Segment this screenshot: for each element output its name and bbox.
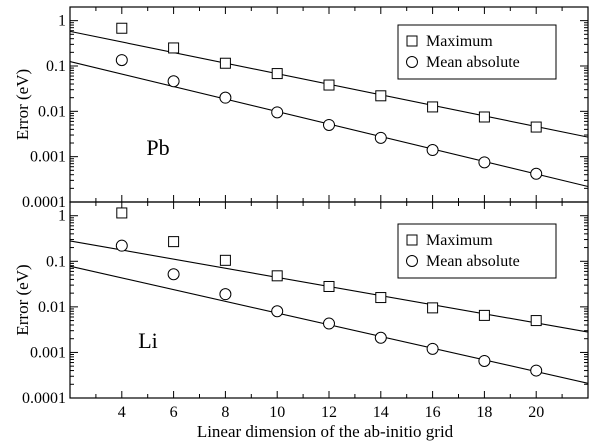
y-tick-label: 0.0001 — [22, 390, 66, 407]
legend-label-mean-absolute: Mean absolute — [426, 253, 520, 270]
maximum-point — [375, 292, 387, 304]
legend-label-maximum: Maximum — [426, 33, 493, 50]
maximum-point — [168, 42, 180, 54]
y-tick-label: 0.001 — [30, 149, 66, 166]
x-tick-label: 6 — [170, 404, 178, 421]
maximum-point — [323, 79, 335, 91]
maximum-point — [427, 101, 439, 113]
mean-absolute-point — [219, 91, 232, 104]
panel-label: Pb — [146, 135, 169, 160]
maximum-point — [271, 270, 283, 282]
mean-absolute-point — [115, 239, 128, 252]
x-tick-label: 12 — [321, 404, 337, 421]
mean-absolute-point — [271, 305, 284, 318]
legend-label-mean-absolute: Mean absolute — [426, 54, 520, 71]
x-tick-label: 4 — [118, 404, 126, 421]
legend-label-maximum: Maximum — [426, 232, 493, 249]
y-tick-label: 0.01 — [38, 103, 66, 120]
maximum-point — [116, 207, 128, 219]
mean-absolute-point — [374, 331, 387, 344]
mean-absolute-point — [530, 364, 543, 377]
legend: Maximum Mean absolute — [397, 24, 557, 80]
panel-pb: 0.0001 0.001 0.01 0.1 1 Error (eV) Pb Maximum Me… — [13, 6, 589, 211]
legend-box — [397, 223, 557, 279]
legend-box — [397, 24, 557, 80]
mean-absolute-point — [167, 75, 180, 88]
y-tick-label: 0.1 — [46, 253, 66, 270]
mean-absolute-point — [426, 342, 439, 355]
x-tick-label: 8 — [221, 404, 229, 421]
y-tick-label: 0.001 — [30, 344, 66, 361]
mean-absolute-point — [219, 288, 232, 301]
mean-absolute-point — [271, 106, 284, 119]
x-tick-label: 10 — [269, 404, 285, 421]
y-axis-label: Error (eV) — [13, 264, 32, 335]
mean-absolute-point — [167, 268, 180, 281]
mean-absolute-point — [374, 131, 387, 144]
panel-label: Li — [138, 328, 158, 353]
maximum-point — [530, 315, 542, 327]
legend-square-marker — [406, 35, 418, 47]
y-tick-label: 0.0001 — [22, 194, 66, 211]
maximum-point — [271, 68, 283, 80]
maximum-point — [323, 280, 335, 292]
y-tick-label: 1 — [58, 13, 66, 30]
mean-absolute-point — [478, 156, 491, 169]
mean-absolute-point — [323, 118, 335, 131]
mean-absolute-point — [478, 354, 491, 367]
y-tick-label: 1 — [58, 208, 66, 225]
maximum-point — [478, 309, 490, 321]
mean-absolute-point — [426, 144, 439, 157]
x-tick-label: 14 — [373, 404, 389, 421]
mean-absolute-point — [115, 54, 128, 67]
legend-circle-marker — [406, 56, 418, 68]
x-tick-label: 18 — [476, 404, 492, 421]
maximum-point — [427, 302, 439, 314]
maximum-point — [168, 236, 180, 248]
y-axis-label: Error (eV) — [13, 69, 32, 140]
maximum-point — [375, 90, 387, 102]
legend-circle-marker — [406, 255, 418, 267]
mean-absolute-point — [530, 167, 543, 180]
maximum-point — [219, 57, 231, 69]
maximum-point — [116, 22, 128, 34]
x-tick-label: 16 — [425, 404, 441, 421]
legend-square-marker — [406, 234, 418, 246]
y-tick-label: 0.1 — [46, 58, 66, 75]
x-axis-label: Linear dimension of the ab-initio grid — [197, 422, 454, 441]
x-tick-label: 20 — [528, 404, 544, 421]
legend: Maximum Mean absolute — [397, 223, 557, 279]
maximum-point — [530, 121, 542, 133]
maximum-point — [478, 111, 490, 123]
mean-absolute-point — [323, 317, 335, 330]
y-tick-label: 0.01 — [38, 299, 66, 316]
maximum-point — [219, 254, 231, 266]
